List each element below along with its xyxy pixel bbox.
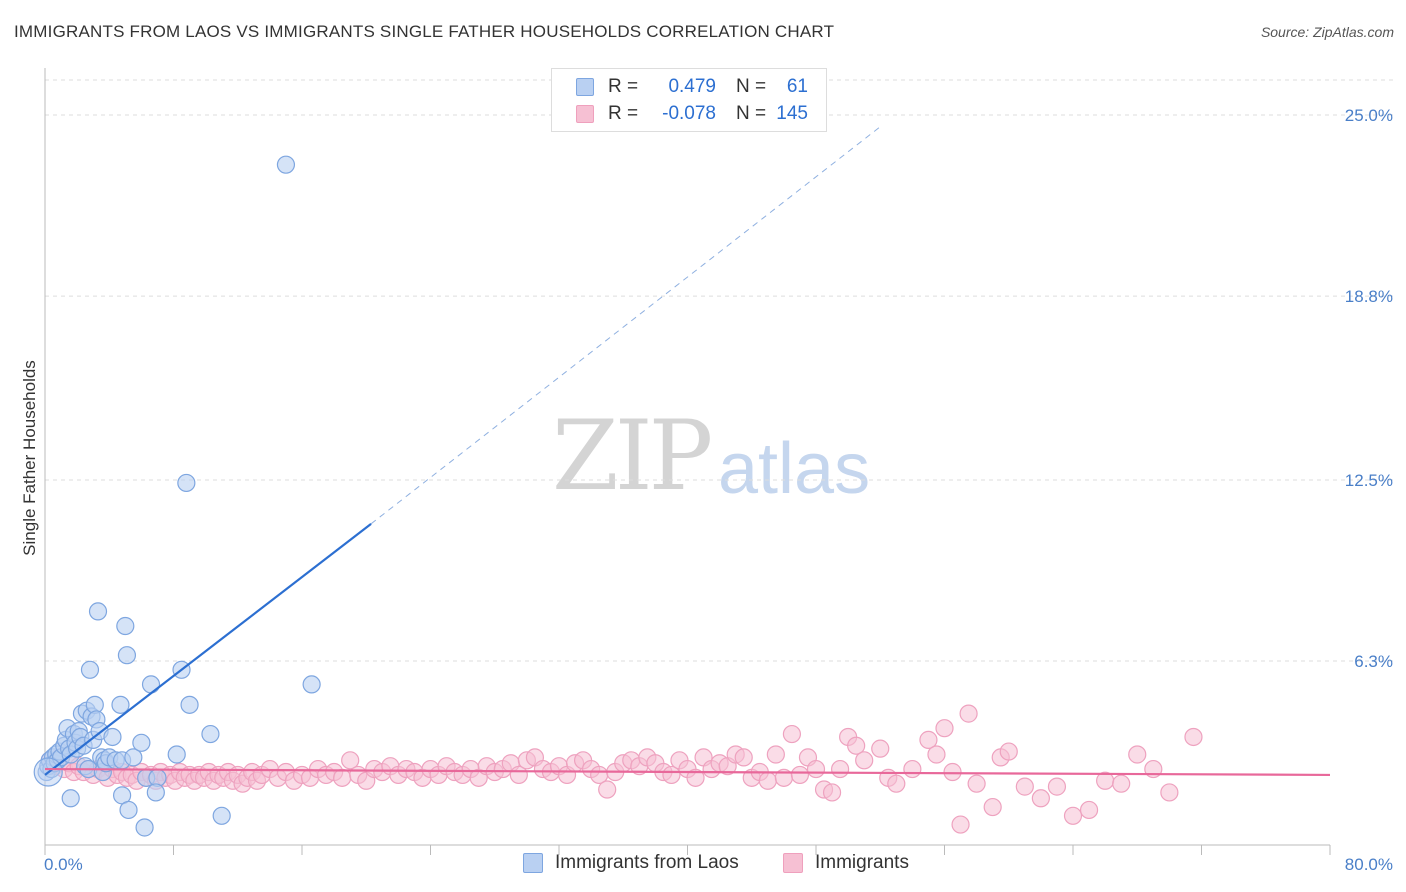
immigrants-point (943, 762, 962, 782)
laos-point (88, 602, 108, 621)
immigrants-point (734, 748, 753, 767)
immigrants-point (919, 730, 938, 749)
source-label: Source: ZipAtlas.com (1260, 24, 1394, 40)
immigrants-point (999, 742, 1018, 761)
immigrants-point (855, 751, 874, 770)
blue-square-icon (523, 853, 543, 873)
laos-point (116, 616, 135, 636)
laos-point (146, 783, 165, 802)
immigrants-point (1031, 789, 1050, 808)
legend-n-label: N = (736, 103, 767, 124)
watermark-zip: ZIP (552, 400, 713, 512)
legend-label-immigrants: Immigrants (815, 852, 909, 873)
immigrants-point (1079, 800, 1099, 820)
immigrants-point (758, 771, 777, 790)
laos-point (177, 473, 196, 493)
immigrants-point (333, 768, 352, 787)
immigrants-point (822, 783, 842, 802)
stats-legend: R = 0.479 N = 61 R = -0.078 N = 145 (551, 68, 827, 132)
laos-point (117, 646, 137, 665)
immigrants-point (983, 797, 1002, 817)
laos-point (180, 695, 199, 714)
y-tick-label: 25.0% (1345, 106, 1393, 125)
immigrants-trend-line (44, 767, 1331, 777)
laos-point (141, 675, 161, 694)
laos-point (201, 724, 220, 744)
watermark-atlas: atlas (718, 429, 871, 509)
laos-trend-extension (370, 126, 881, 525)
laos-point (124, 748, 143, 767)
immigrants-point (871, 739, 890, 758)
pink-square-icon (783, 853, 803, 873)
immigrants-point (598, 780, 617, 799)
laos-point (61, 789, 80, 808)
series-legend: Immigrants from Laos Immigrants (0, 852, 1406, 876)
laos-point (80, 660, 100, 679)
legend-n-value: 61 (786, 76, 808, 97)
immigrants-point (341, 751, 360, 770)
immigrants-point (686, 768, 705, 787)
legend-r-label: R = (608, 76, 639, 97)
immigrants-point (935, 719, 954, 738)
immigrants-point (662, 765, 681, 785)
immigrants-point (959, 704, 978, 723)
immigrants-point (903, 759, 922, 779)
immigrants-point (1112, 774, 1131, 793)
immigrants-point (887, 774, 906, 793)
immigrants-point (1184, 727, 1203, 747)
immigrants-point (782, 724, 802, 744)
immigrants-point (1015, 777, 1034, 796)
immigrants-point (830, 759, 850, 779)
immigrants-point (967, 774, 986, 793)
laos-point (119, 800, 138, 820)
immigrants-point (1063, 806, 1083, 825)
immigrants-point (806, 759, 826, 779)
legend-n-label: N = (736, 76, 767, 97)
laos-point (276, 155, 296, 174)
immigrants-point (766, 745, 785, 764)
laos-point (111, 695, 130, 714)
x-tick-label-max: 80.0% (1345, 855, 1393, 874)
laos-trend-line (44, 522, 372, 776)
legend-n-value: 145 (776, 103, 808, 124)
laos-point (167, 745, 186, 764)
y-axis-label: Single Father Households (20, 360, 39, 556)
legend-row-immigrants: R = -0.078 N = 145 (576, 102, 808, 126)
chart-title: IMMIGRANTS FROM LAOS VS IMMIGRANTS SINGL… (14, 22, 835, 41)
immigrants-point (1047, 777, 1067, 796)
x-tick-label-min: 0.0% (44, 855, 83, 874)
legend-item-laos[interactable]: Immigrants from Laos (523, 852, 739, 874)
immigrants-point (790, 765, 810, 785)
immigrants-point (847, 736, 866, 755)
legend-item-immigrants[interactable]: Immigrants (783, 852, 909, 874)
laos-point (135, 818, 154, 837)
legend-r-value: 0.479 (668, 76, 716, 97)
laos-point (212, 806, 231, 825)
blue-swatch-icon (576, 78, 594, 96)
y-tick-label: 12.5% (1345, 471, 1393, 490)
immigrants-point (927, 745, 946, 764)
immigrants-point (951, 815, 970, 834)
legend-row-laos: R = 0.479 N = 61 (576, 75, 808, 99)
immigrants-point (1128, 745, 1147, 764)
legend-r-value: -0.078 (662, 103, 716, 124)
y-tick-label: 18.8% (1345, 287, 1393, 306)
legend-r-label: R = (608, 103, 639, 124)
pink-swatch-icon (576, 105, 594, 123)
laos-point (302, 675, 321, 694)
legend-label-laos: Immigrants from Laos (555, 852, 739, 873)
laos-point (103, 727, 122, 747)
immigrants-point (1160, 783, 1179, 802)
laos-point (132, 733, 151, 752)
y-tick-label: 6.3% (1354, 652, 1393, 671)
